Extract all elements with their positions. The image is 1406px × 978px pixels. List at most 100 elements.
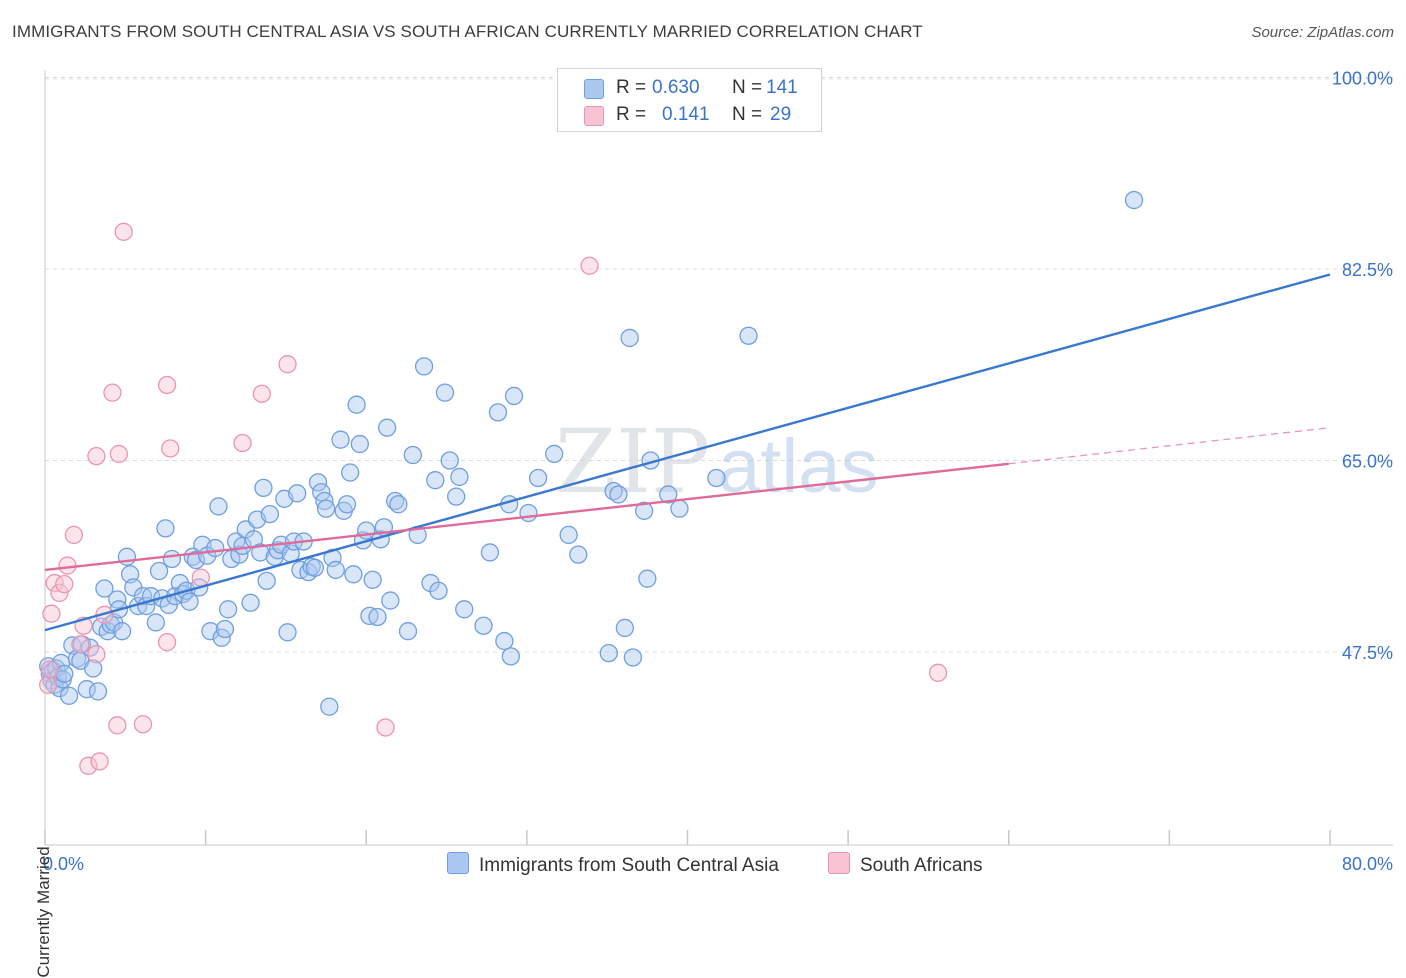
data-point-blue bbox=[206, 538, 225, 558]
data-point-blue bbox=[389, 495, 408, 514]
data-point-blue bbox=[55, 664, 74, 684]
data-point-blue bbox=[88, 682, 108, 701]
data-point-pink bbox=[114, 222, 133, 241]
data-point-blue bbox=[480, 543, 500, 562]
data-point-pink bbox=[45, 573, 64, 593]
tick-labels: 47.5% 65.0% 82.5% 100.0% 0.0% 80.0% bbox=[43, 69, 1393, 875]
data-point-pink bbox=[58, 556, 77, 575]
data-point-pink bbox=[157, 633, 177, 652]
data-point-blue bbox=[320, 697, 339, 716]
data-point-pink bbox=[191, 568, 210, 587]
x-tick-label: 80.0% bbox=[1342, 854, 1393, 874]
data-point-blue bbox=[398, 622, 418, 641]
data-point-blue bbox=[739, 326, 758, 345]
data-point-blue bbox=[634, 501, 654, 520]
data-point-blue bbox=[254, 478, 273, 498]
legend-n-value: 141 bbox=[766, 77, 798, 98]
data-point-blue bbox=[316, 499, 336, 518]
data-point-blue bbox=[455, 600, 474, 619]
data-point-blue bbox=[519, 503, 538, 523]
data-point-pink bbox=[50, 583, 69, 603]
legend-r-label: R = bbox=[616, 104, 647, 125]
data-point-blue bbox=[112, 622, 132, 641]
data-point-blue bbox=[209, 497, 228, 516]
data-point-blue bbox=[545, 444, 564, 464]
trend-line-pink-extension bbox=[1008, 427, 1331, 465]
bottom-legend-label: South Africans bbox=[860, 855, 983, 876]
data-point-blue bbox=[707, 468, 726, 488]
source-credit: Source: ZipAtlas.com bbox=[1251, 24, 1394, 41]
data-point-blue bbox=[67, 649, 87, 668]
data-point-blue bbox=[670, 499, 689, 518]
data-point-blue bbox=[341, 463, 360, 482]
bottom-legend-swatch-blue bbox=[447, 852, 469, 874]
data-point-blue bbox=[363, 570, 382, 589]
data-point-pink bbox=[87, 446, 106, 466]
legend-r-label: R = bbox=[616, 77, 647, 98]
data-point-pink bbox=[55, 575, 74, 594]
data-point-pink bbox=[108, 716, 127, 735]
data-point-blue bbox=[215, 619, 235, 639]
axes bbox=[44, 70, 1393, 846]
data-point-blue bbox=[218, 600, 238, 619]
x-tick-label: 0.0% bbox=[43, 854, 84, 874]
data-point-blue bbox=[528, 468, 548, 488]
data-point-blue bbox=[149, 561, 169, 581]
data-point-blue bbox=[180, 592, 199, 611]
legend-r-value: 0.141 bbox=[662, 104, 710, 125]
data-point-blue bbox=[501, 647, 520, 666]
scatter-chart: ZIP atlas 47.5% 65.0% 82.5% 100.0% 0.0% 80.0% bbox=[39, 69, 1393, 875]
data-point-pink bbox=[40, 660, 59, 679]
data-point-pink bbox=[133, 715, 153, 734]
legend-n-label: N = bbox=[732, 104, 763, 125]
data-point-blue bbox=[80, 638, 100, 657]
data-point-blue bbox=[569, 545, 588, 564]
legend-swatch-pink bbox=[584, 106, 604, 126]
data-point-blue bbox=[623, 648, 643, 667]
y-axis-label: Currently Married bbox=[34, 846, 53, 978]
data-point-blue bbox=[495, 631, 514, 651]
data-point-blue bbox=[377, 418, 397, 437]
data-point-pink bbox=[103, 383, 122, 402]
y-tick-label: 47.5% bbox=[1342, 643, 1393, 663]
data-point-blue bbox=[241, 593, 260, 612]
data-point-blue bbox=[331, 430, 350, 449]
correlation-legend: R = 0.630 N = 141 R = 0.141 N = 29 bbox=[557, 68, 822, 132]
data-point-blue bbox=[381, 591, 400, 610]
data-point-blue bbox=[84, 659, 103, 678]
data-point-pink bbox=[90, 752, 109, 771]
data-point-blue bbox=[504, 386, 524, 406]
trend-lines bbox=[44, 273, 1331, 632]
data-point-pink bbox=[109, 444, 129, 464]
data-point-pink bbox=[580, 256, 599, 275]
data-point-blue bbox=[257, 571, 276, 591]
data-point-blue bbox=[368, 607, 387, 627]
chart-title: IMMIGRANTS FROM SOUTH CENTRAL ASIA VS SO… bbox=[12, 22, 923, 41]
data-point-blue bbox=[156, 519, 175, 538]
data-point-pink bbox=[87, 645, 106, 664]
data-point-blue bbox=[77, 680, 96, 699]
legend-n-label: N = bbox=[732, 77, 763, 98]
bottom-legend-item-pink: South Africans bbox=[828, 852, 983, 877]
data-point-blue bbox=[251, 543, 270, 562]
legend-n-value: 29 bbox=[770, 104, 792, 125]
data-point-blue bbox=[305, 558, 325, 577]
data-point-pink bbox=[928, 663, 948, 682]
data-point-blue bbox=[350, 434, 369, 454]
data-point-blue bbox=[326, 560, 345, 580]
trend-line-blue bbox=[44, 273, 1331, 632]
data-point-blue bbox=[386, 491, 405, 511]
data-point-blue bbox=[559, 525, 578, 545]
data-point-pink bbox=[252, 384, 271, 403]
data-point-pink bbox=[71, 635, 90, 654]
data-point-blue bbox=[450, 467, 469, 487]
data-point-pink bbox=[79, 756, 98, 775]
grid-lines bbox=[45, 77, 1393, 653]
data-point-blue bbox=[403, 445, 422, 465]
data-point-pink bbox=[376, 718, 395, 737]
data-point-blue bbox=[315, 491, 334, 511]
data-point-blue bbox=[474, 616, 493, 635]
data-point-blue bbox=[638, 569, 657, 588]
data-point-blue bbox=[435, 383, 455, 402]
data-point-blue bbox=[59, 686, 79, 705]
